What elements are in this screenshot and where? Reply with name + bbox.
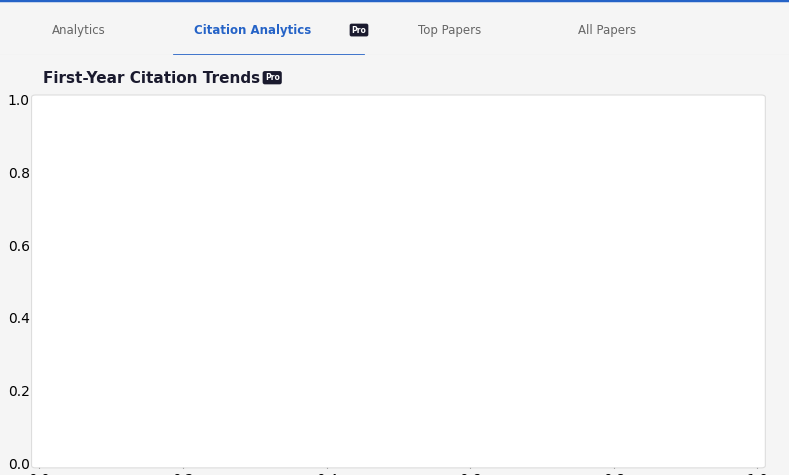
Bar [593,361,612,367]
Bar [144,196,164,198]
Bar [720,421,740,423]
Bar [432,306,452,308]
Text: First-Year Citation Trends: First-Year Citation Trends [43,71,260,85]
Bar [272,231,292,234]
Bar [304,234,324,237]
Bar [336,263,356,275]
Bar [304,237,324,250]
Bar [560,367,580,423]
Legend: Original, Review, Others: Original, Review, Others [311,98,541,121]
Bar [176,209,196,423]
Bar [496,326,516,423]
Bar [560,361,580,367]
Bar [464,324,484,329]
Bar [240,220,260,423]
Bar [528,318,548,320]
Bar [112,179,132,183]
Bar [656,389,676,395]
Bar [112,183,132,423]
Bar [336,275,356,423]
Bar [304,250,324,423]
Bar [112,177,132,179]
Bar [528,320,548,334]
Bar [528,334,548,423]
Bar [624,378,644,423]
Bar [464,323,484,324]
Bar [144,204,164,423]
Bar [368,288,388,423]
Bar [496,310,516,326]
Bar [432,308,452,318]
Bar [208,217,228,423]
Bar [400,295,420,309]
Bar [176,197,196,200]
Title: First-year citations per year (by article type): First-year citations per year (by articl… [272,108,580,123]
Bar [208,208,228,217]
Bar [656,387,676,389]
Text: Pro: Pro [265,73,279,82]
Y-axis label: First-year citations: First-year citations [50,225,61,328]
Text: Pro: Pro [352,26,366,35]
Bar [400,293,420,295]
Bar [368,276,388,279]
Text: All Papers: All Papers [578,24,637,37]
Bar [593,367,612,423]
Bar [560,360,580,361]
Bar [208,204,228,208]
Bar [336,261,356,263]
Bar [144,198,164,204]
Text: Top Papers: Top Papers [418,24,481,37]
Bar [496,309,516,310]
Bar [688,420,709,423]
Bar [624,373,644,378]
Bar [272,250,292,423]
Bar [272,234,292,250]
Text: Analytics: Analytics [52,24,106,37]
Bar [240,201,260,220]
Text: Citation Analytics: Citation Analytics [194,24,311,37]
Bar [624,372,644,373]
Bar [593,360,612,361]
Bar [432,318,452,423]
Bar [176,200,196,209]
Bar [656,395,676,423]
Bar [720,420,740,421]
Bar [240,200,260,201]
Bar [400,309,420,423]
Bar [464,329,484,423]
Bar [368,279,388,288]
